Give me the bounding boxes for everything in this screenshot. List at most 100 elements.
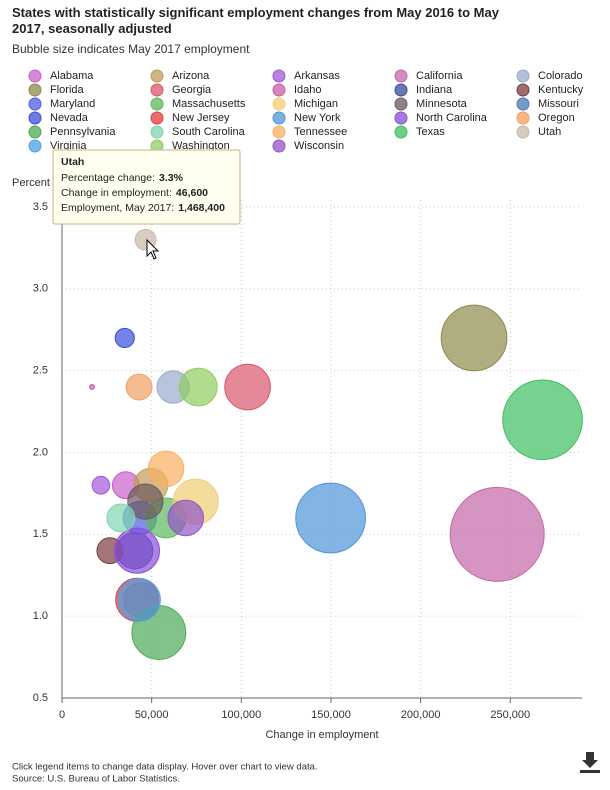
legend-item[interactable]: California	[394, 69, 463, 83]
legend-label: South Carolina	[172, 126, 246, 138]
download-icon	[582, 752, 598, 768]
y-axis-label: Percent	[12, 177, 50, 189]
legend-item[interactable]: New Jersey	[150, 111, 230, 125]
legend-marker	[516, 97, 530, 111]
y-tick-label: 3.5	[33, 201, 48, 213]
legend-label: New Jersey	[172, 112, 230, 124]
legend-item[interactable]: Massachusetts	[150, 97, 246, 111]
bubble	[224, 363, 271, 411]
legend-item[interactable]: Texas	[394, 125, 445, 139]
x-tick-label: 200,000	[401, 709, 441, 721]
legend-item[interactable]: Minnesota	[394, 97, 468, 111]
legend-label: Texas	[416, 126, 445, 138]
legend-item[interactable]: Washington	[150, 139, 230, 153]
legend-item[interactable]: Arkansas	[272, 69, 340, 83]
legend-item[interactable]: Idaho	[272, 83, 322, 97]
tooltip-value: 3.3%	[159, 172, 184, 184]
legend-item[interactable]: Oregon	[516, 111, 575, 125]
bubble	[502, 379, 583, 461]
legend-item[interactable]: Virginia	[28, 139, 87, 153]
legend-label: Virginia	[50, 140, 87, 152]
legend-item[interactable]: Pennsylvania	[28, 125, 116, 139]
y-tick-label: 2.5	[33, 365, 48, 377]
legend-item[interactable]: Michigan	[272, 97, 338, 111]
legend-item[interactable]: Colorado	[516, 69, 583, 83]
legend-item[interactable]: Tennessee	[272, 125, 347, 139]
legend-item[interactable]: Alabama	[28, 69, 94, 83]
legend-item[interactable]: New York	[272, 111, 341, 125]
legend-label: Oregon	[538, 112, 575, 124]
legend-marker	[394, 97, 408, 111]
bubble	[167, 499, 205, 537]
legend-item[interactable]: Utah	[516, 125, 561, 139]
legend-label: Indiana	[416, 84, 453, 96]
bubble	[178, 367, 218, 407]
legend-marker	[28, 111, 42, 125]
tooltip-value: 1,468,400	[178, 202, 225, 214]
legend-marker	[394, 83, 408, 97]
legend-item[interactable]: Maryland	[28, 97, 95, 111]
download-button[interactable]	[580, 752, 600, 773]
legend-label: North Carolina	[416, 112, 488, 124]
legend-label: Kentucky	[538, 84, 584, 96]
y-tick-label: 1.5	[33, 528, 48, 540]
legend-label: Missouri	[538, 98, 579, 110]
y-tick-label: 3.0	[33, 283, 48, 295]
legend-marker	[28, 69, 42, 83]
legend-item[interactable]: Wisconsin	[272, 139, 344, 153]
legend-label: Pennsylvania	[50, 126, 116, 138]
y-tick-label: 0.5	[33, 692, 48, 704]
legend-marker	[272, 83, 286, 97]
chart-subtitle: Bubble size indicates May 2017 employmen…	[12, 42, 250, 56]
legend-marker	[272, 139, 286, 153]
legend-label: Wisconsin	[294, 140, 344, 152]
legend-marker	[28, 139, 42, 153]
legend-item[interactable]: Indiana	[394, 83, 453, 97]
x-tick-label: 250,000	[490, 709, 530, 721]
tooltip-label: Employment, May 2017:	[61, 202, 174, 214]
bubble	[117, 578, 161, 622]
legend-marker	[516, 69, 530, 83]
legend-label: Minnesota	[416, 98, 468, 110]
legend-item[interactable]: Florida	[28, 83, 85, 97]
x-tick-label: 0	[59, 709, 65, 721]
bubble	[113, 527, 160, 574]
legend-label: Arizona	[172, 70, 210, 82]
legend-label: Washington	[172, 140, 230, 152]
bubble	[91, 475, 111, 495]
legend-marker	[394, 69, 408, 83]
bubble	[449, 486, 545, 582]
legend-label: Maryland	[50, 98, 95, 110]
legend-item[interactable]: Nevada	[28, 111, 89, 125]
legend-item[interactable]: South Carolina	[150, 125, 246, 139]
y-tick-label: 2.0	[33, 446, 48, 458]
legend-label: Idaho	[294, 84, 322, 96]
legend-item[interactable]: Missouri	[516, 97, 579, 111]
tooltip-label: Change in employment:	[61, 187, 172, 199]
tooltip-row: Percentage change: 3.3%	[61, 172, 184, 184]
legend-label: Utah	[538, 126, 561, 138]
chart-title: States with statistically significant em…	[12, 5, 500, 36]
legend-label: New York	[294, 112, 341, 124]
legend-marker	[150, 111, 164, 125]
legend-item[interactable]: North Carolina	[394, 111, 488, 125]
legend-label: Michigan	[294, 98, 338, 110]
legend-marker	[272, 111, 286, 125]
bubble	[106, 503, 136, 533]
legend-label: California	[416, 70, 463, 82]
tooltip-row: Change in employment: 46,600	[61, 187, 208, 199]
legend-item[interactable]: Arizona	[150, 69, 210, 83]
legend-label: Georgia	[172, 84, 212, 96]
legend-item[interactable]: Kentucky	[516, 83, 584, 97]
legend-marker	[150, 97, 164, 111]
legend-label: Alabama	[50, 70, 94, 82]
legend-marker	[272, 69, 286, 83]
tooltip-title: Utah	[61, 156, 84, 168]
bubble	[127, 483, 164, 520]
bubble	[295, 482, 366, 554]
legend-label: Florida	[50, 84, 85, 96]
x-tick-label: 100,000	[221, 709, 261, 721]
x-tick-label: 50,000	[135, 709, 169, 721]
legend-item[interactable]: Georgia	[150, 83, 212, 97]
